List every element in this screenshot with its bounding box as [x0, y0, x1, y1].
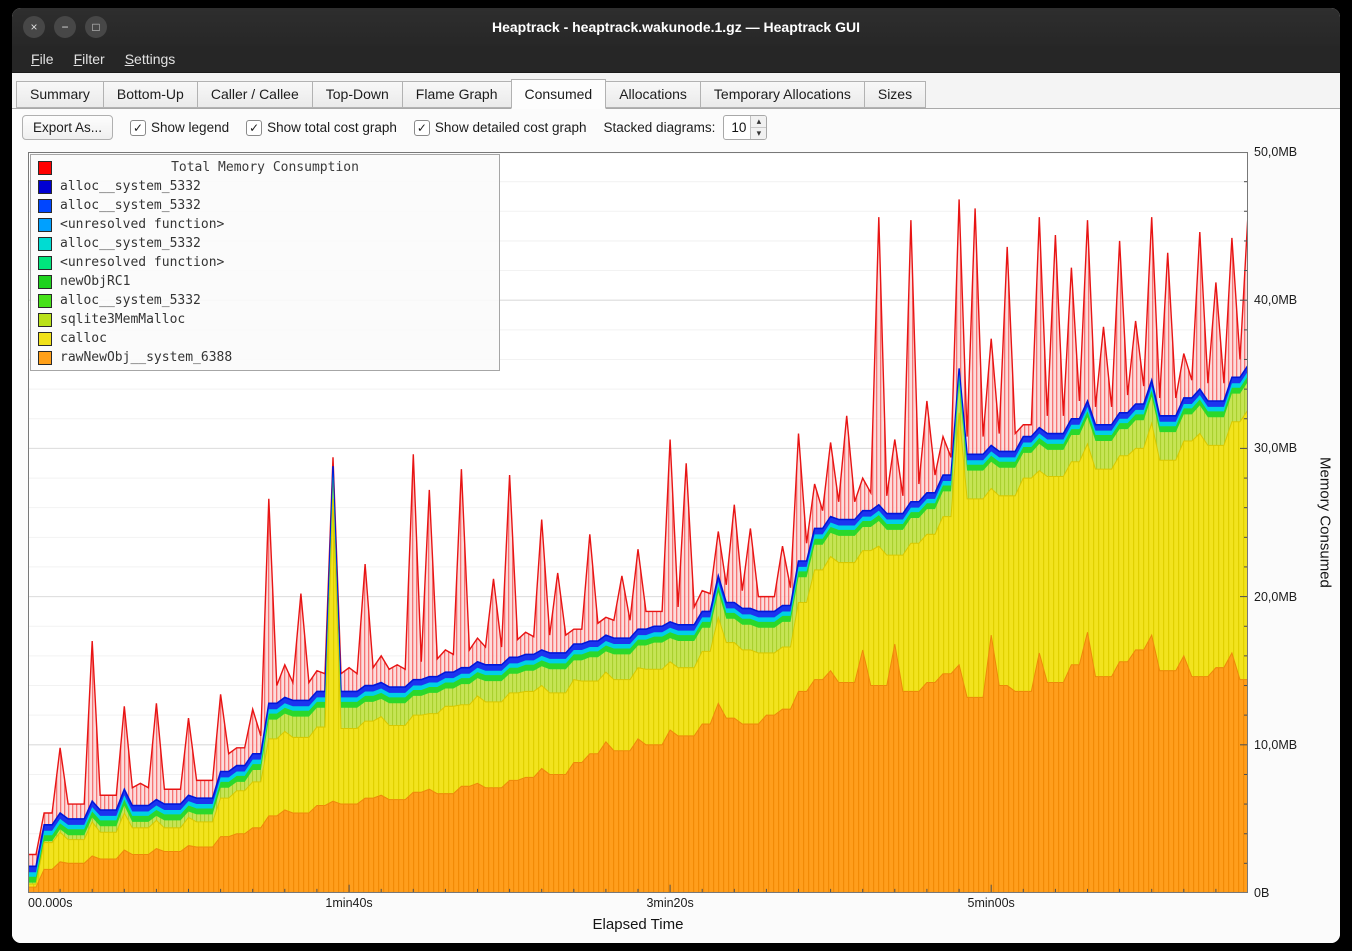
legend-swatch: [38, 198, 52, 213]
tab-consumed[interactable]: Consumed: [510, 79, 607, 109]
legend-item-label: <unresolved function>: [60, 217, 225, 232]
checkbox-label: Show total cost graph: [267, 120, 397, 135]
menubar: File Filter Settings: [12, 46, 1340, 73]
x-axis-title: Elapsed Time: [592, 916, 684, 933]
legend-item-label: calloc: [60, 331, 107, 346]
legend-item-label: alloc__system_5332: [60, 179, 201, 194]
legend-swatch: [38, 293, 52, 308]
checkbox-show-detailed-cost-graph[interactable]: ✓ Show detailed cost graph: [413, 119, 587, 136]
y-axis-title: Memory Consumed: [1316, 457, 1334, 588]
legend-item-label: alloc__system_5332: [60, 236, 201, 251]
legend-item: rawNewObj__system_6388: [31, 348, 499, 367]
x-tick-label: 00.000s: [28, 896, 73, 910]
legend-item: alloc__system_5332: [31, 177, 499, 196]
legend-swatch: [38, 255, 52, 270]
tab-top-down[interactable]: Top-Down: [311, 81, 403, 108]
x-tick-label: 1min40s: [325, 896, 373, 910]
tab-caller-callee[interactable]: Caller / Callee: [196, 81, 313, 108]
checkbox-box[interactable]: ✓: [130, 119, 147, 136]
legend-title-row: Total Memory Consumption: [31, 158, 499, 177]
checkbox-box[interactable]: ✓: [246, 119, 263, 136]
y-tick-label: 20,0MB: [1254, 589, 1298, 604]
close-icon: ×: [30, 20, 38, 34]
stacked-diagrams-spinbox[interactable]: 10 ▴ ▾: [723, 115, 768, 140]
legend-swatch-total: [38, 160, 52, 175]
legend-item-label: <unresolved function>: [60, 255, 225, 270]
main-content: Summary Bottom-Up Caller / Callee Top-Down F…: [12, 73, 1340, 943]
checkbox-show-total-cost-graph[interactable]: ✓ Show total cost graph: [246, 119, 397, 136]
legend-item-label: alloc__system_5332: [60, 293, 201, 308]
stacked-diagrams-control: Stacked diagrams: 10 ▴ ▾: [604, 115, 768, 140]
checkbox-box[interactable]: ✓: [413, 119, 430, 136]
tab-flame-graph[interactable]: Flame Graph: [401, 81, 512, 108]
tab-summary[interactable]: Summary: [16, 81, 104, 108]
legend-item: alloc__system_5332: [31, 234, 499, 253]
series-rawnewobj-system: [28, 632, 1248, 893]
y-axis-labels: 0B 10,0MB 20,0MB 30,0MB 40,0MB 50,0MB: [1248, 145, 1312, 900]
legend-swatch: [38, 217, 52, 232]
y-tick-label: 50,0MB: [1254, 145, 1298, 159]
legend-item-label: newObjRC1: [60, 274, 131, 289]
window-title: Heaptrack - heaptrack.wakunode.1.gz — He…: [491, 19, 860, 35]
window-controls: × − □: [23, 8, 107, 46]
legend-item: calloc: [31, 329, 499, 348]
legend-item: alloc__system_5332: [31, 196, 499, 215]
legend-swatch: [38, 179, 52, 194]
app-window: × − □ Heaptrack - heaptrack.wakunode.1.g…: [12, 8, 1340, 943]
legend-item-label: alloc__system_5332: [60, 198, 201, 213]
minimize-icon: −: [61, 20, 69, 34]
stacked-diagrams-label: Stacked diagrams:: [603, 120, 716, 135]
export-as-button[interactable]: Export As...: [22, 115, 114, 140]
y-tick-label: 10,0MB: [1254, 737, 1298, 752]
tab-bar: Summary Bottom-Up Caller / Callee Top-Down F…: [12, 73, 1340, 109]
legend-swatch: [38, 274, 52, 289]
spinbox-down-icon[interactable]: ▾: [751, 128, 767, 139]
close-button[interactable]: ×: [23, 16, 45, 38]
minimize-button[interactable]: −: [54, 16, 76, 38]
tab-temporary-allocations[interactable]: Temporary Allocations: [699, 81, 865, 108]
x-tick-label: 5min00s: [967, 896, 1015, 910]
toolbar: Export As... ✓ Show legend ✓ Show total cos…: [12, 109, 1340, 146]
checkbox-label: Show legend: [151, 120, 230, 135]
tab-bottom-up[interactable]: Bottom-Up: [102, 81, 198, 108]
plot-svg-wrap[interactable]: [28, 152, 1248, 893]
maximize-button[interactable]: □: [85, 16, 107, 38]
legend-item: sqlite3MemMalloc: [31, 310, 499, 329]
checkbox-show-legend[interactable]: ✓ Show legend: [130, 119, 230, 136]
legend-swatch: [38, 350, 52, 365]
spinbox-value: 10: [731, 120, 747, 135]
legend-item: newObjRC1: [31, 272, 499, 291]
checkbox-label: Show detailed cost graph: [434, 120, 587, 135]
y-tick-label: 30,0MB: [1254, 441, 1298, 456]
legend-item-label: rawNewObj__system_6388: [60, 350, 233, 365]
plot-area[interactable]: Total Memory Consumption alloc__system_53…: [28, 152, 1248, 893]
legend-title: Total Memory Consumption: [171, 160, 359, 175]
legend-item: <unresolved function>: [31, 215, 499, 234]
legend-swatch: [38, 331, 52, 346]
maximize-icon: □: [92, 20, 100, 34]
menu-settings[interactable]: Settings: [124, 51, 176, 67]
y-tick-label: 40,0MB: [1254, 293, 1298, 308]
tab-sizes[interactable]: Sizes: [863, 81, 927, 108]
legend-item-label: sqlite3MemMalloc: [60, 312, 186, 327]
x-axis-labels: 00.000s 1min40s 3min20s 5min00s: [28, 893, 1248, 913]
menu-file[interactable]: File: [31, 51, 54, 67]
x-tick-label: 3min20s: [646, 896, 694, 910]
spinbox-up-icon[interactable]: ▴: [751, 116, 767, 128]
titlebar: × − □ Heaptrack - heaptrack.wakunode.1.g…: [12, 8, 1340, 46]
tab-allocations[interactable]: Allocations: [605, 81, 701, 108]
y-tick-label: 0B: [1254, 886, 1270, 900]
legend-item: alloc__system_5332: [31, 291, 499, 310]
memory-chart: Total Memory Consumption alloc__system_53…: [12, 145, 1340, 943]
legend-item: <unresolved function>: [31, 253, 499, 272]
legend-swatch: [38, 312, 52, 327]
toolbar-checkboxes: ✓ Show legend ✓ Show total cost graph ✓ Show …: [130, 119, 587, 136]
legend-swatch: [38, 236, 52, 251]
chart-legend: Total Memory Consumption alloc__system_53…: [30, 154, 500, 371]
menu-filter[interactable]: Filter: [73, 51, 105, 67]
